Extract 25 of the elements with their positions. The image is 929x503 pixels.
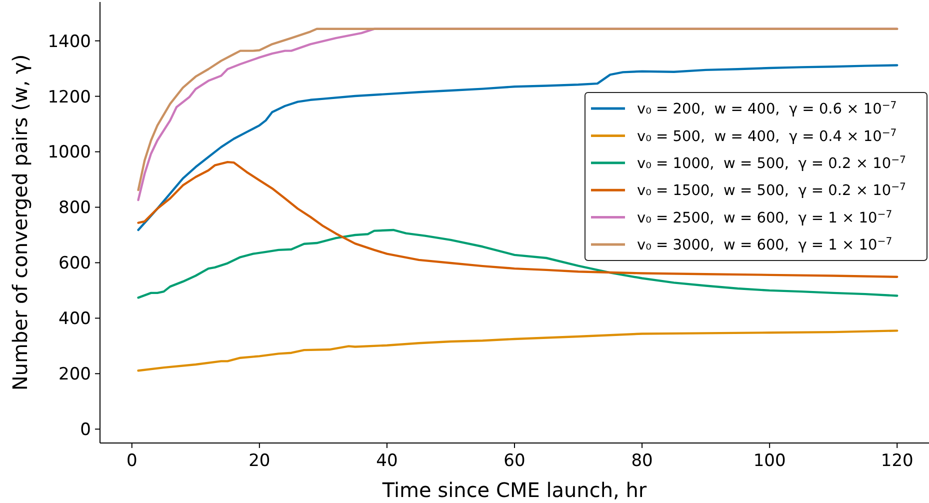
y-tick-label: 1400 [48, 32, 91, 52]
y-tick-label: 200 [58, 364, 91, 385]
y-tick-label: 800 [58, 198, 91, 218]
y-tick-label: 1000 [48, 142, 91, 163]
legend-label: v₀ = 1000, w = 500, γ = 0.2 × 10$^{−7}$ [637, 154, 906, 172]
legend-label: v₀ = 500, w = 400, γ = 0.4 × 10$^{−7}$ [637, 127, 897, 145]
line-series [137, 228, 898, 299]
legend-label: v₀ = 3000, w = 600, γ = 1 × 10$^{−7}$ [637, 236, 892, 254]
y-axis-title: Number of converged pairs (w, γ) [8, 54, 32, 391]
y-tick-label: 1200 [48, 87, 91, 108]
y-tick-label: 0 [80, 420, 91, 440]
x-axis-title: Time since CME launch, hr [381, 478, 648, 502]
x-tick-label: 80 [631, 451, 653, 471]
y-tick-label: 600 [58, 254, 91, 274]
x-tick-label: 20 [248, 451, 270, 471]
x-tick-label: 100 [753, 451, 786, 471]
line-series [137, 330, 898, 372]
legend-label: v₀ = 1500, w = 500, γ = 0.2 × 10$^{−7}$ [637, 182, 906, 200]
legend-label: v₀ = 2500, w = 600, γ = 1 × 10$^{−7}$ [637, 208, 892, 226]
x-tick-label: 0 [126, 451, 138, 471]
legend-label: v₀ = 200, w = 400, γ = 0.6 × 10$^{−7}$ [637, 100, 897, 118]
x-tick-label: 120 [880, 451, 914, 471]
y-tick-label: 400 [58, 309, 91, 330]
x-tick-label: 60 [504, 451, 526, 471]
x-tick-label: 40 [376, 451, 398, 471]
